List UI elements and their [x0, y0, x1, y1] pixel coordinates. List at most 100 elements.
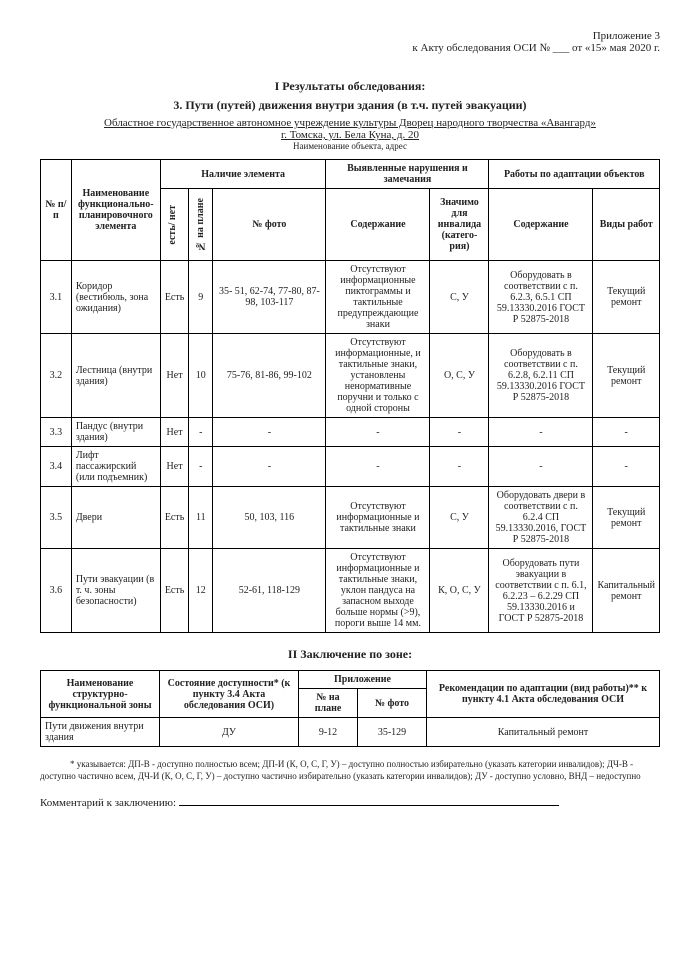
cell-category: К, О, С, У [430, 549, 489, 633]
zone-col-photo: № фото [358, 689, 427, 718]
cell-plan: 11 [189, 487, 213, 549]
cell-category: - [430, 418, 489, 447]
cell-adapt: Оборудовать в соответствии с п. 6.2.8, 6… [489, 334, 593, 418]
col-plan: № на плане [189, 189, 213, 261]
cell-num: 3.3 [41, 418, 72, 447]
table-row: 3.1Коридор (вестибюль, зона ожидания)Ест… [41, 261, 660, 334]
cell-plan: - [189, 447, 213, 487]
cell-category: - [430, 447, 489, 487]
cell-num: 3.1 [41, 261, 72, 334]
table-row: 3.6Пути эвакуации (в т. ч. зоны безопасн… [41, 549, 660, 633]
cell-photo: 52-61, 118-129 [213, 549, 326, 633]
cell-work: - [593, 418, 660, 447]
table-row: 3.4Лифт пассажирский (или подъемник)Нет-… [41, 447, 660, 487]
zone-table: Наименование структурно-функциональной з… [40, 670, 660, 747]
cell-element: Лестница (внутри здания) [71, 334, 160, 418]
cell-adapt: Оборудовать двери в соответствии с п. 6.… [489, 487, 593, 549]
zone-col-plan: № на плане [299, 689, 358, 718]
address-caption: Наименование объекта, адрес [40, 141, 660, 151]
col-content1: Содержание [326, 189, 430, 261]
cell-plan: 10 [189, 334, 213, 418]
col-num: № п/п [41, 160, 72, 261]
cell-plan: 9 [189, 261, 213, 334]
col-content2: Содержание [489, 189, 593, 261]
cell-adapt: Оборудовать пути эвакуации в соответстви… [489, 549, 593, 633]
cell-category: С, У [430, 261, 489, 334]
comment-line: Комментарий к заключению: [40, 797, 660, 809]
cell-work: Текущий ремонт [593, 334, 660, 418]
cell-element: Лифт пассажирский (или подъемник) [71, 447, 160, 487]
cell-work: Капитальный ремонт [593, 549, 660, 633]
results-title: I Результаты обследования: [40, 79, 660, 94]
cell-work: Текущий ремонт [593, 261, 660, 334]
cell-element: Двери [71, 487, 160, 549]
cell-violation: Отсутствуют информационные и тактильные … [326, 549, 430, 633]
cell-violation: - [326, 447, 430, 487]
cell-element: Пути эвакуации (в т. ч. зоны безопасност… [71, 549, 160, 633]
zone-name-cell: Пути движения внутри здания [41, 718, 160, 747]
cell-plan: 12 [189, 549, 213, 633]
cell-element: Пандус (внутри здания) [71, 418, 160, 447]
footnote-text: * указывается: ДП-В - доступно полностью… [40, 759, 660, 782]
col-element: Наименование функционально-планировочног… [71, 160, 160, 261]
comment-blank-line [179, 805, 559, 806]
cell-violation: Отсутствуют информационные, и тактильные… [326, 334, 430, 418]
col-adaptation: Работы по адаптации объектов [489, 160, 660, 189]
col-photo: № фото [213, 189, 326, 261]
cell-num: 3.5 [41, 487, 72, 549]
cell-category: О, С, У [430, 334, 489, 418]
zone-recs-cell: Капитальный ремонт [427, 718, 660, 747]
cell-num: 3.6 [41, 549, 72, 633]
zone-col-state: Состояние доступности* (к пункту 3.4 Акт… [160, 671, 299, 718]
cell-has: Нет [160, 334, 188, 418]
zone-conclusion-title: II Заключение по зоне: [40, 647, 660, 662]
cell-has: Есть [160, 487, 188, 549]
zone-photo-cell: 35-129 [358, 718, 427, 747]
cell-has: Есть [160, 261, 188, 334]
col-worktype: Виды работ [593, 189, 660, 261]
cell-work: - [593, 447, 660, 487]
cell-photo: - [213, 418, 326, 447]
col-significant: Значимо для инвалида (катего-рия) [430, 189, 489, 261]
cell-violation: - [326, 418, 430, 447]
cell-violation: Отсутствуют информационные пиктограммы и… [326, 261, 430, 334]
act-reference: к Акту обследования ОСИ № ___ от «15» ма… [40, 42, 660, 54]
header-block: Приложение 3 к Акту обследования ОСИ № _… [40, 30, 660, 54]
zone-state-cell: ДУ [160, 718, 299, 747]
appendix-label: Приложение 3 [40, 30, 660, 42]
table-row: 3.2Лестница (внутри здания)Нет1075-76, 8… [41, 334, 660, 418]
col-violations: Выявленные нарушения и замечания [326, 160, 489, 189]
col-has: есть/ нет [160, 189, 188, 261]
cell-photo: - [213, 447, 326, 487]
comment-label: Комментарий к заключению: [40, 797, 176, 809]
cell-category: С, У [430, 487, 489, 549]
cell-plan: - [189, 418, 213, 447]
cell-photo: 50, 103, 116 [213, 487, 326, 549]
title-block: I Результаты обследования: 3. Пути (путе… [40, 79, 660, 151]
cell-has: Нет [160, 447, 188, 487]
path-title: 3. Пути (путей) движения внутри здания (… [40, 98, 660, 113]
cell-photo: 35- 51, 62-74, 77-80, 87-98, 103-117 [213, 261, 326, 334]
table-row: 3.3Пандус (внутри здания)Нет------ [41, 418, 660, 447]
cell-num: 3.4 [41, 447, 72, 487]
cell-adapt: - [489, 418, 593, 447]
org-name: Областное государственное автономное учр… [40, 117, 660, 129]
cell-adapt: Оборудовать в соответствии с п. 6.2.3, 6… [489, 261, 593, 334]
zone-col-name: Наименование структурно-функциональной з… [41, 671, 160, 718]
cell-has: Есть [160, 549, 188, 633]
cell-violation: Отсутствуют информационные и тактильные … [326, 487, 430, 549]
cell-element: Коридор (вестибюль, зона ожидания) [71, 261, 160, 334]
zone-plan-cell: 9-12 [299, 718, 358, 747]
cell-has: Нет [160, 418, 188, 447]
main-table: № п/п Наименование функционально-планиро… [40, 159, 660, 633]
zone-col-appendix: Приложение [299, 671, 427, 689]
zone-col-recs: Рекомендации по адаптации (вид работы)**… [427, 671, 660, 718]
zone-row: Пути движения внутри здания ДУ 9-12 35-1… [41, 718, 660, 747]
address: г. Томска, ул. Бела Куна, д. 20 [40, 129, 660, 141]
col-presence: Наличие элемента [160, 160, 326, 189]
cell-work: Текущий ремонт [593, 487, 660, 549]
cell-num: 3.2 [41, 334, 72, 418]
cell-photo: 75-76, 81-86, 99-102 [213, 334, 326, 418]
table-row: 3.5ДвериЕсть1150, 103, 116Отсутствуют ин… [41, 487, 660, 549]
cell-adapt: - [489, 447, 593, 487]
